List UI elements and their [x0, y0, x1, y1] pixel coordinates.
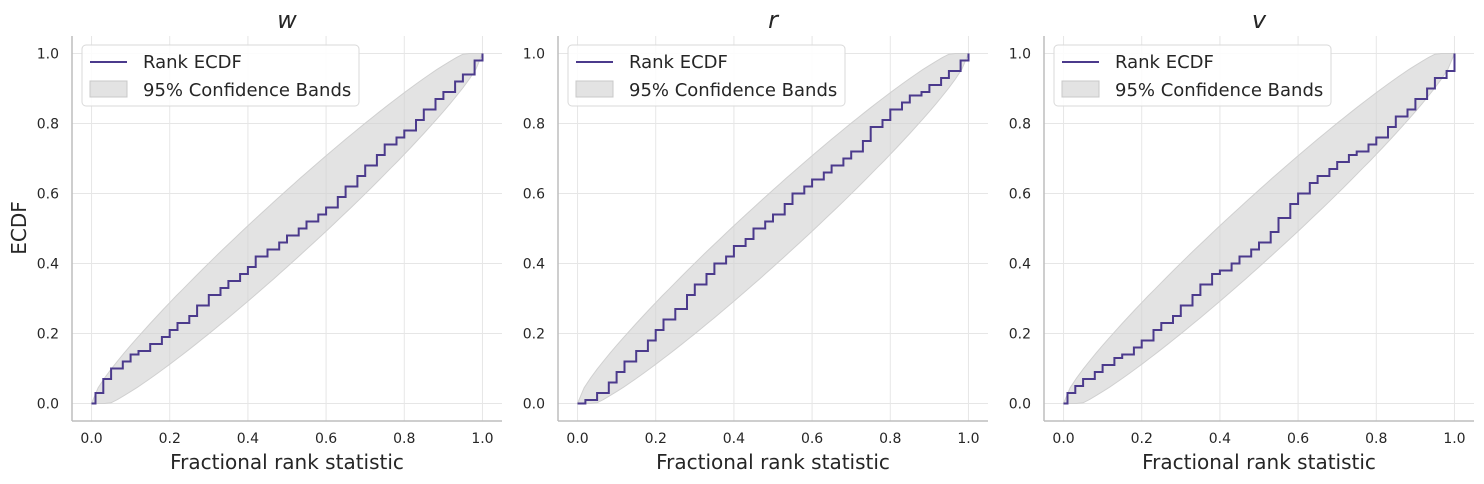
legend-label-ecdf: Rank ECDF: [629, 52, 728, 73]
x-axis-label: Fractional rank statistic: [170, 450, 404, 474]
y-tick-label: 0.6: [1009, 187, 1031, 203]
x-axis-label: Fractional rank statistic: [656, 450, 890, 474]
y-tick-label: 0.6: [523, 187, 545, 203]
y-tick-label: 0.8: [523, 117, 545, 133]
ecdf-line: [91, 53, 484, 405]
x-tick-label: 1.0: [1443, 431, 1465, 447]
x-tick-label: 0.0: [80, 431, 102, 447]
x-tick-label: 0.8: [879, 431, 901, 447]
legend-box: [81, 44, 360, 107]
x-tick-label: 0.0: [1052, 431, 1074, 447]
x-tick-label: 0.2: [1131, 431, 1153, 447]
y-tick-label: 0.6: [37, 187, 59, 203]
y-tick-label: 0.8: [1009, 117, 1031, 133]
legend: Rank ECDF 95% Confidence Bands: [567, 44, 846, 107]
x-tick-label: 1.0: [471, 431, 493, 447]
x-tick-label: 1.0: [957, 431, 979, 447]
y-tick-label: 0.8: [37, 117, 59, 133]
ecdf-line: [1063, 53, 1456, 405]
legend-label-band: 95% Confidence Bands: [629, 80, 837, 101]
x-tick-label: 0.4: [237, 431, 259, 447]
x-tick-label: 0.2: [159, 431, 181, 447]
legend-box: [1053, 44, 1332, 107]
panel-title: r: [768, 6, 780, 34]
panel-title: w: [277, 6, 297, 34]
x-tick-label: 0.6: [315, 431, 337, 447]
legend: Rank ECDF 95% Confidence Bands: [81, 44, 360, 107]
x-tick-label: 0.6: [801, 431, 823, 447]
x-tick-label: 0.2: [645, 431, 667, 447]
x-tick-label: 0.4: [723, 431, 745, 447]
legend-band-swatch: [89, 80, 128, 98]
panels-group: 0.0 0.2 0.4 0.6 0.8 1.0 0.0 0.2 0.4 0.6 0.8 1.0 w Fra…: [37, 6, 1474, 474]
legend: Rank ECDF 95% Confidence Bands: [1053, 44, 1332, 107]
legend-band-swatch: [1061, 80, 1100, 98]
ecdf-line: [577, 53, 970, 405]
legend-label-ecdf: Rank ECDF: [1115, 52, 1214, 73]
y-tick-label: 0.0: [37, 397, 59, 413]
y-tick-label: 0.4: [1009, 257, 1031, 273]
chart-panel-v: 0.0 0.2 0.4 0.6 0.8 1.0 0.0 0.2 0.4 0.6 0.8 1.0 v Fra…: [1009, 6, 1474, 474]
x-tick-label: 0.0: [566, 431, 588, 447]
y-tick-label: 0.2: [37, 327, 59, 343]
y-axis-label: ECDF: [7, 201, 31, 255]
y-tick-label: 0.4: [523, 257, 545, 273]
x-tick-label: 0.8: [1365, 431, 1387, 447]
y-tick-label: 1.0: [1009, 47, 1031, 63]
y-tick-label: 0.2: [1009, 327, 1031, 343]
chart-panel-r: 0.0 0.2 0.4 0.6 0.8 1.0 0.0 0.2 0.4 0.6 0.8 1.0 r Fra…: [523, 6, 988, 474]
y-tick-label: 1.0: [523, 47, 545, 63]
y-tick-label: 0.2: [523, 327, 545, 343]
y-tick-label: 0.0: [1009, 397, 1031, 413]
legend-label-band: 95% Confidence Bands: [143, 80, 351, 101]
y-tick-label: 0.4: [37, 257, 59, 273]
chart-panel-w: 0.0 0.2 0.4 0.6 0.8 1.0 0.0 0.2 0.4 0.6 0.8 1.0 w Fra…: [37, 6, 502, 474]
y-tick-label: 0.0: [523, 397, 545, 413]
legend-band-swatch: [575, 80, 614, 98]
legend-label-band: 95% Confidence Bands: [1115, 80, 1323, 101]
legend-box: [567, 44, 846, 107]
legend-label-ecdf: Rank ECDF: [143, 52, 242, 73]
y-tick-label: 1.0: [37, 47, 59, 63]
x-tick-label: 0.4: [1209, 431, 1231, 447]
x-tick-label: 0.8: [393, 431, 415, 447]
panel-title: v: [1252, 6, 1267, 34]
x-axis-label: Fractional rank statistic: [1142, 450, 1376, 474]
x-tick-label: 0.6: [1287, 431, 1309, 447]
